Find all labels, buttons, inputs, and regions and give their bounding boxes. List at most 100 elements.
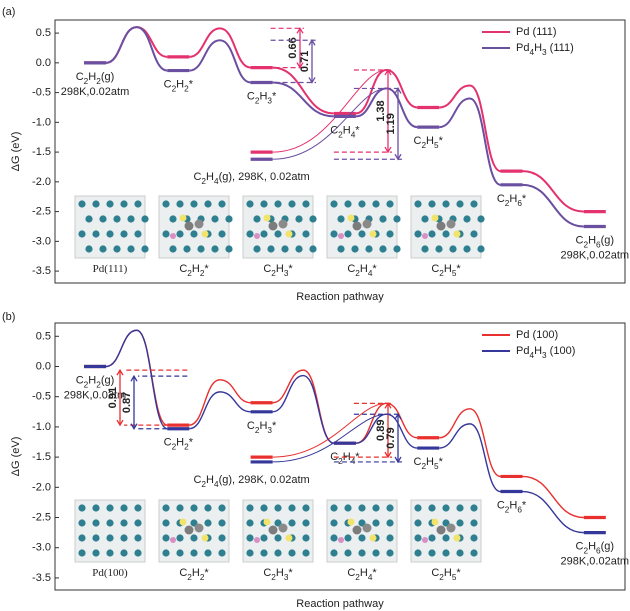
- atom: [176, 200, 184, 208]
- span-label: 0.87: [121, 392, 133, 413]
- atom: [218, 200, 226, 208]
- adsorbate: [446, 219, 456, 229]
- atom: [365, 245, 373, 253]
- atom: [225, 215, 233, 223]
- atom: [470, 200, 478, 208]
- atom: [330, 549, 338, 557]
- atom: [470, 230, 478, 238]
- state-label: C2H4*: [330, 451, 360, 466]
- structure-label: C2H4*: [347, 263, 377, 278]
- atom: [176, 504, 184, 512]
- atom: [428, 504, 436, 512]
- transition-state: [439, 408, 501, 478]
- state-label: C2H2*: [164, 78, 194, 93]
- transition-state: [189, 391, 251, 430]
- gas-label: C2H4(g), 298K, 0.02atm: [193, 171, 309, 186]
- atom: [92, 230, 100, 238]
- atom: [120, 534, 128, 542]
- atom: [456, 200, 464, 208]
- atom: [442, 519, 450, 527]
- structure-tile: [242, 195, 317, 259]
- y-tick-label: -2.5: [32, 206, 51, 218]
- atom: [113, 245, 121, 253]
- structure-label: C2H4*: [347, 567, 377, 582]
- y-tick-label: -0.5: [32, 86, 51, 98]
- transition-state: [105, 329, 168, 430]
- state-label: C2H4*: [330, 124, 360, 139]
- atom: [92, 549, 100, 557]
- atom: [162, 200, 170, 208]
- adsorbate: [268, 525, 278, 535]
- state-note: 298K,0.02atm: [561, 556, 630, 568]
- atom: [246, 504, 254, 512]
- y-tick-label: -1.0: [32, 116, 51, 128]
- atom: [330, 534, 338, 542]
- connector: [522, 490, 584, 534]
- atom: [309, 245, 317, 253]
- y-tick-label: -2.0: [32, 481, 51, 493]
- atom: [428, 549, 436, 557]
- atom: [134, 534, 142, 542]
- atom: [330, 519, 338, 527]
- span-label: 1.19: [385, 113, 397, 134]
- structure-tile: [158, 195, 233, 259]
- legend-label: Pd (111): [516, 26, 557, 38]
- atom: [302, 549, 310, 557]
- transition-state: [439, 84, 501, 173]
- arrow-head: [116, 368, 124, 427]
- atom: [372, 504, 380, 512]
- atom: [344, 534, 352, 542]
- atom: [337, 245, 345, 253]
- atom: [302, 534, 310, 542]
- atom: [218, 230, 226, 238]
- atom: [134, 519, 142, 527]
- state-label: C2H3*: [247, 420, 277, 435]
- atom: [246, 230, 254, 238]
- hydrogen: [179, 214, 187, 222]
- transition-state: [105, 26, 168, 72]
- atom: [477, 245, 485, 253]
- atom: [204, 519, 212, 527]
- atom: [120, 504, 128, 512]
- atom: [442, 200, 450, 208]
- atom: [218, 534, 226, 542]
- transition-state: [189, 27, 251, 69]
- atom: [344, 504, 352, 512]
- structure-label: C2H3*: [263, 263, 293, 278]
- hydrogen: [263, 214, 271, 222]
- atom: [204, 200, 212, 208]
- atom: [295, 245, 303, 253]
- atom: [190, 200, 198, 208]
- structure-tile: [410, 499, 482, 563]
- hydrogen: [170, 233, 176, 239]
- atom: [288, 504, 296, 512]
- atom: [428, 534, 436, 542]
- transition-state: [189, 379, 251, 426]
- adsorbate: [184, 221, 194, 231]
- atom: [470, 549, 478, 557]
- y-tick-label: -3.0: [32, 542, 51, 554]
- hydrogen: [431, 214, 439, 222]
- hydrogen: [179, 518, 187, 526]
- gas-connector: [272, 87, 387, 160]
- atom: [281, 245, 289, 253]
- hydrogen: [422, 233, 428, 239]
- adsorbate: [436, 525, 446, 535]
- atom: [260, 230, 268, 238]
- hydrogen: [338, 233, 344, 239]
- gas-label: C2H4(g), 298K, 0.02atm: [193, 474, 309, 489]
- atom: [78, 549, 86, 557]
- state-label: C2H3*: [247, 90, 277, 105]
- atom: [218, 519, 226, 527]
- atom: [99, 245, 107, 253]
- arrow-head: [130, 374, 138, 430]
- y-tick-label: -3.5: [32, 572, 51, 584]
- atom: [463, 245, 471, 253]
- atom: [162, 534, 170, 542]
- state-label: C2H6(g): [576, 234, 615, 249]
- atom: [176, 230, 184, 238]
- adsorbate: [446, 523, 456, 533]
- atom: [218, 504, 226, 512]
- atom: [225, 245, 233, 253]
- legend-label: Pd (100): [516, 329, 558, 341]
